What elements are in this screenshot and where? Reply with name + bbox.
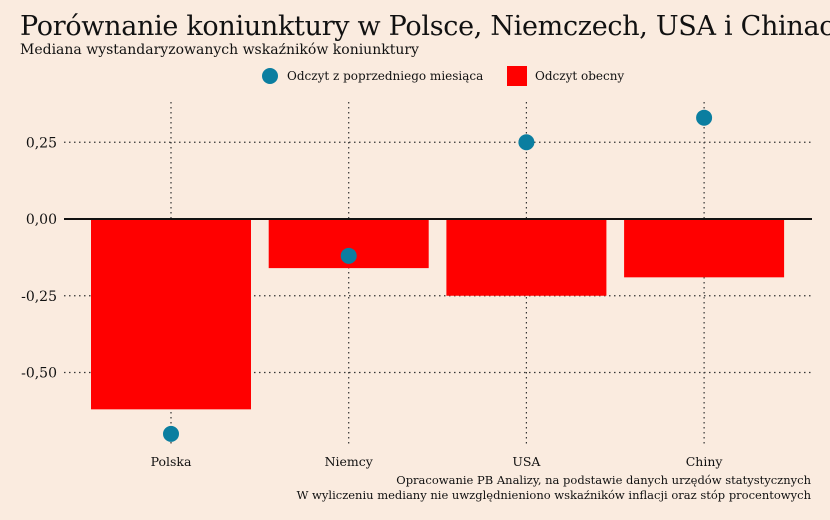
source-note-line-2: W wyliczeniu mediany nie uwzględnieniono… bbox=[296, 488, 811, 502]
legend-item-current: Odczyt obecny bbox=[507, 64, 624, 88]
chart-title: Porównanie koniunktury w Polsce, Niemcze… bbox=[20, 11, 830, 42]
bar-current-polska bbox=[91, 219, 251, 410]
source-note-line-1: Opracowanie PB Analizy, na podstawie dan… bbox=[396, 473, 811, 487]
chart-legend: Odczyt z poprzedniego miesiąca Odczyt ob… bbox=[0, 64, 830, 88]
legend-item-previous: Odczyt z poprzedniego miesiąca bbox=[262, 64, 483, 88]
x-tick-label: Chiny bbox=[686, 454, 724, 469]
y-tick-label: 0,00 bbox=[26, 212, 57, 228]
legend-dot-marker bbox=[262, 68, 278, 84]
source-notes: Opracowanie PB Analizy, na podstawie dan… bbox=[297, 473, 811, 503]
y-tick-label: -0,25 bbox=[21, 289, 57, 305]
legend-label-current: Odczyt obecny bbox=[535, 69, 625, 83]
bar-current-usa bbox=[446, 219, 607, 296]
y-tick-label: -0,50 bbox=[21, 366, 57, 382]
x-tick-label: Niemcy bbox=[325, 454, 374, 469]
x-tick-label: USA bbox=[512, 454, 541, 469]
bar-current-chiny bbox=[624, 219, 785, 278]
legend-bar-swatch bbox=[507, 66, 527, 86]
x-tick-label: Polska bbox=[151, 454, 192, 469]
point-previous-usa bbox=[518, 134, 535, 151]
y-tick-label: 0,25 bbox=[26, 135, 57, 151]
point-previous-polska bbox=[163, 425, 179, 442]
point-previous-niemcy bbox=[340, 247, 357, 264]
chart-subtitle: Mediana wystandaryzowanych wskaźników ko… bbox=[20, 42, 419, 58]
legend-label-previous: Odczyt z poprzedniego miesiąca bbox=[287, 69, 484, 83]
point-previous-chiny bbox=[696, 109, 713, 126]
